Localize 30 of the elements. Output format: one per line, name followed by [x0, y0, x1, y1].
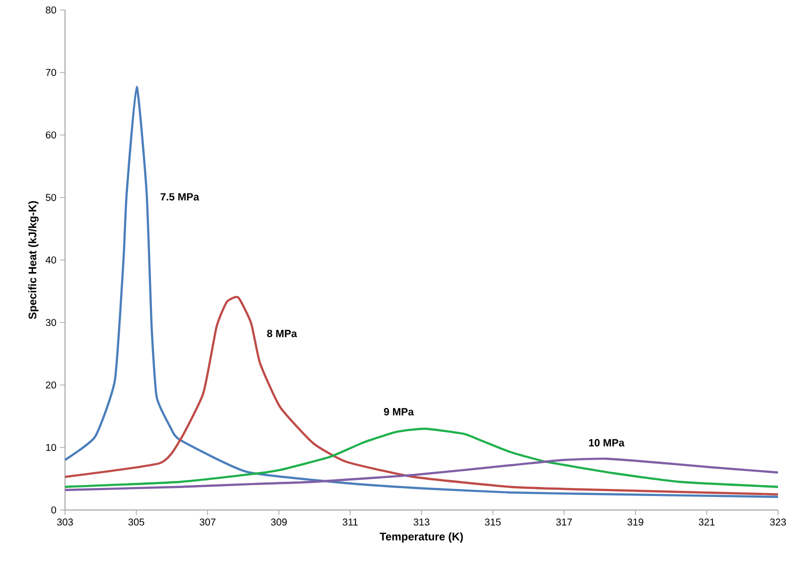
x-tick-label: 317	[556, 518, 572, 526]
line-series	[64, 458, 780, 492]
y-tick-label: 70	[46, 68, 56, 76]
x-tick-label: 315	[484, 518, 501, 526]
x-tick-label: 309	[270, 518, 287, 526]
y-tick-label: 20	[46, 381, 56, 389]
y-tick-label: 50	[46, 194, 56, 202]
y-tick-label: 40	[46, 256, 56, 264]
y-tick-label: 0	[51, 506, 56, 514]
series-label: 8 MPa	[267, 330, 298, 338]
y-tick-label: 10	[46, 444, 56, 452]
line-series	[64, 428, 780, 488]
y-tick-label: 80	[46, 6, 56, 14]
x-tick-label: 305	[128, 518, 144, 526]
x-tick-label: 319	[627, 518, 644, 526]
y-axis-title: Specific Heat (kJ/kg-K)	[28, 201, 39, 320]
x-tick-label: 323	[770, 518, 786, 526]
y-tick-label: 30	[46, 318, 56, 326]
x-tick-label: 321	[698, 518, 715, 526]
series-label: 10 MPa	[589, 439, 625, 446]
x-axis-title: Temperature (K)	[380, 532, 463, 543]
x-tick-label: 311	[342, 518, 358, 526]
series-label: 9 MPa	[384, 408, 414, 416]
line-series	[64, 86, 780, 498]
x-tick-label: 307	[200, 518, 216, 526]
x-tick-label: 313	[414, 518, 430, 526]
line-series	[64, 296, 780, 496]
x-tick-label: 303	[57, 518, 73, 526]
y-tick-label: 60	[46, 131, 56, 139]
series-label: 7.5 MPa	[160, 193, 200, 201]
